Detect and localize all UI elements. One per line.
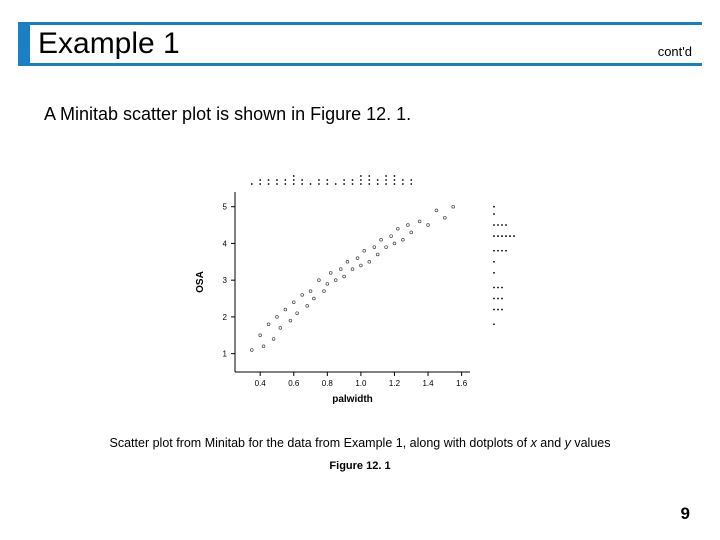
svg-text:OSA: OSA <box>195 271 206 293</box>
figure-label: Figure 12. 1 <box>0 460 720 472</box>
body-text: A Minitab scatter plot is shown in Figur… <box>44 104 411 125</box>
svg-text:1: 1 <box>223 350 228 359</box>
svg-text:3: 3 <box>223 276 228 285</box>
svg-text:4: 4 <box>223 239 228 248</box>
scatter-chart: 1 2 3 4 5 0.4 0.6 0.8 1.0 1.2 1.4 1.6 palwidth OSA <box>180 160 540 420</box>
svg-text:1.4: 1.4 <box>422 379 434 388</box>
caption-pre: Scatter plot from Minitab for the data f… <box>110 436 531 450</box>
slide-title: Example 1 <box>30 27 180 61</box>
svg-text:1.6: 1.6 <box>456 379 468 388</box>
caption-mid: and <box>537 436 565 450</box>
caption-post: values <box>571 436 611 450</box>
svg-text:0.6: 0.6 <box>288 379 300 388</box>
svg-text:2: 2 <box>223 313 228 322</box>
chart-svg: 1 2 3 4 5 0.4 0.6 0.8 1.0 1.2 1.4 1.6 palwidth OSA <box>180 160 540 420</box>
contd-label: cont'd <box>658 44 692 59</box>
page-number: 9 <box>681 504 690 524</box>
svg-text:1.2: 1.2 <box>389 379 401 388</box>
figure-caption: Scatter plot from Minitab for the data f… <box>0 436 720 450</box>
svg-text:0.4: 0.4 <box>255 379 267 388</box>
svg-text:1.0: 1.0 <box>355 379 367 388</box>
title-bar: Example 1 cont'd <box>18 22 702 66</box>
svg-text:5: 5 <box>223 203 228 212</box>
svg-text:0.8: 0.8 <box>322 379 334 388</box>
svg-text:palwidth: palwidth <box>332 394 373 405</box>
title-accent <box>18 25 30 63</box>
